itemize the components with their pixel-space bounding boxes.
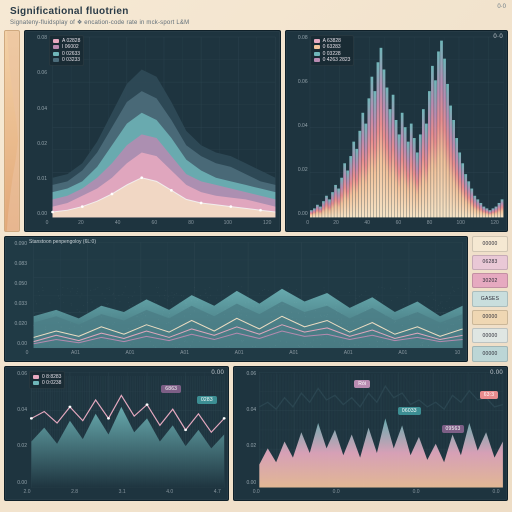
palette-swatch[interactable]: 00000 — [472, 310, 508, 325]
palette-swatch[interactable]: 00000 — [472, 328, 508, 343]
row-2: 0.0900.0830.0500.0330.0200.00 0A01A01A01… — [4, 236, 508, 361]
panel-a-xticks: 020406080100120 — [47, 220, 276, 230]
panel-b-xticks: 020406080100120 — [308, 220, 503, 230]
panel-d-xticks: 2.02.83.14.04.7 — [27, 489, 224, 499]
panel-a: 0.080.060.040.020.010.00 020406080100120… — [24, 30, 281, 232]
palette-swatch[interactable]: 30202 — [472, 273, 508, 288]
palette-swatch[interactable]: 06283 — [472, 255, 508, 270]
panel-d: 0.060.040.020.00 2.02.83.14.04.7 0 8:828… — [4, 366, 229, 501]
palette-swatch[interactable]: 00000 — [472, 236, 508, 251]
panel-e-corner: 0.00 — [490, 370, 503, 376]
panel-c: 0.0900.0830.0500.0330.0200.00 0A01A01A01… — [4, 236, 468, 361]
chart-badge: Rói — [354, 380, 370, 388]
sliver-chart — [5, 31, 19, 231]
panel-b-legend: A 638280 632830 032280 4263 2823 — [310, 35, 355, 66]
page-title: Significational fluotrien — [4, 6, 508, 19]
panel-c-title: Stanstoon penpengoloy (6L:0) — [29, 239, 96, 245]
panel-a-legend: A 02828I 060020 026330 03233 — [49, 35, 84, 66]
row-1: 0.080.060.040.020.010.00 020406080100120… — [4, 30, 508, 232]
page-subtitle: Signateny-fluidsplay of ❖ encation-code … — [4, 19, 508, 30]
chart-badge: 0283 — [197, 396, 217, 404]
dashboard: 0.080.060.040.020.010.00 020406080100120… — [4, 30, 508, 512]
palette-swatch[interactable]: GASES — [472, 291, 508, 306]
panel-c-chart — [5, 237, 467, 360]
chart-badge: 06033 — [398, 407, 421, 415]
chart-badge: 09563 — [442, 425, 465, 433]
side-palette: 00000 06283 30202 GASES 00000 00000 00000 — [472, 236, 508, 361]
header-right-label: 0·0 — [497, 4, 506, 10]
panel-e-xticks: 0.00.00.00.0 — [256, 489, 503, 499]
chart-badge: 6863 — [161, 385, 181, 393]
row-3: 0.060.040.020.00 2.02.83.14.04.7 0 8:828… — [4, 366, 508, 501]
panel-d-legend: 0 8:82830 0:0238 — [29, 371, 65, 390]
panel-d-corner: 0.00 — [211, 370, 224, 376]
panel-b-corner: 0·0 — [493, 34, 503, 40]
panel-b: 0.080.060.040.020.00 020406080100120 A 6… — [285, 30, 508, 232]
panel-e: 0.060.040.020.00 0.00.00.00.0 0.00 Rói06… — [233, 366, 508, 501]
panel-sliver — [4, 30, 20, 232]
palette-swatch[interactable]: 00000 — [472, 346, 508, 361]
chart-badge: 63:3 — [480, 391, 499, 399]
panel-e-chart — [234, 367, 507, 500]
panel-c-xticks: 0A01A01A01A01A01A01A0110 — [27, 350, 463, 360]
